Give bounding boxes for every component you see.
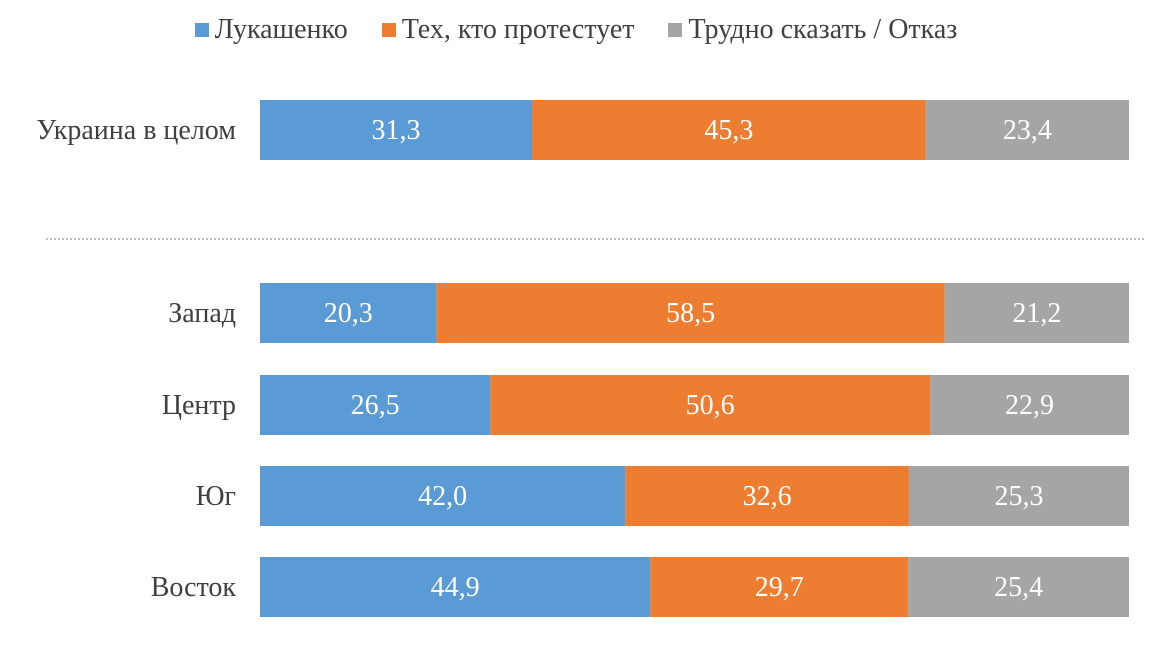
- data-label-cat-4-series-2: 25,4: [994, 572, 1043, 603]
- bar-segment-cat-4-series-2: [908, 557, 1129, 617]
- bar-segment-cat-3-series-0: [260, 466, 626, 526]
- legend-item-hard-to-say: Трудно сказать / Отказ: [668, 14, 957, 46]
- bar-segment-cat-0-series-2: [925, 100, 1129, 160]
- bar-segment-cat-2-series-2: [929, 375, 1129, 435]
- legend-item-protesters: Тех, кто протестует: [381, 14, 635, 46]
- bar-segment-cat-3-series-1: [625, 466, 909, 526]
- data-label-cat-2-series-0: 26,5: [351, 390, 400, 421]
- data-label-cat-0-series-2: 23,4: [1003, 115, 1052, 146]
- bar-segment-cat-2-series-1: [490, 375, 930, 435]
- legend-swatch-hard-to-say: [668, 23, 683, 37]
- bar-segment-cat-1-series-1: [436, 283, 945, 343]
- data-label-cat-3-series-0: 42,0: [418, 481, 467, 512]
- data-label-cat-3-series-1: 32,6: [743, 481, 792, 512]
- data-label-cat-0-series-0: 31,3: [371, 115, 420, 146]
- category-label-cat-2: Центр: [162, 390, 236, 421]
- data-label-cat-4-series-0: 44,9: [431, 572, 480, 603]
- data-label-cat-2-series-2: 22,9: [1005, 390, 1054, 421]
- legend-label-hard-to-say: Трудно сказать / Отказ: [688, 14, 958, 45]
- legend-swatch-lukashenko: [194, 23, 209, 37]
- bar-segment-cat-0-series-0: [260, 100, 532, 160]
- bar-segment-cat-1-series-0: [260, 283, 437, 343]
- data-label-cat-1-series-2: 21,2: [1012, 298, 1061, 329]
- legend-label-protesters: Тех, кто протестует: [401, 14, 635, 45]
- category-label-cat-4: Восток: [151, 572, 237, 603]
- data-label-cat-1-series-0: 20,3: [324, 298, 373, 329]
- bar-segment-cat-1-series-2: [944, 283, 1129, 343]
- data-label-cat-2-series-1: 50,6: [686, 390, 735, 421]
- bar-segment-cat-4-series-1: [650, 557, 909, 617]
- category-label-cat-3: Юг: [196, 481, 236, 512]
- legend-label-lukashenko: Лукашенко: [214, 14, 348, 45]
- bar-segment-cat-4-series-0: [260, 557, 651, 617]
- data-label-cat-1-series-1: 58,5: [666, 298, 715, 329]
- legend-item-lukashenko: Лукашенко: [194, 14, 348, 46]
- category-label-cat-0: Украина в целом: [36, 115, 236, 146]
- legend: Лукашенко Тех, кто протестует Трудно ска…: [0, 14, 1152, 46]
- legend-swatch-protesters: [381, 23, 396, 37]
- bar-segment-cat-2-series-0: [260, 375, 491, 435]
- category-label-cat-1: Запад: [168, 298, 236, 329]
- bar-segment-cat-0-series-1: [531, 100, 926, 160]
- bar-segment-cat-3-series-2: [908, 466, 1129, 526]
- data-label-cat-4-series-1: 29,7: [755, 572, 804, 603]
- data-label-cat-3-series-2: 25,3: [994, 481, 1043, 512]
- data-label-cat-0-series-1: 45,3: [704, 115, 753, 146]
